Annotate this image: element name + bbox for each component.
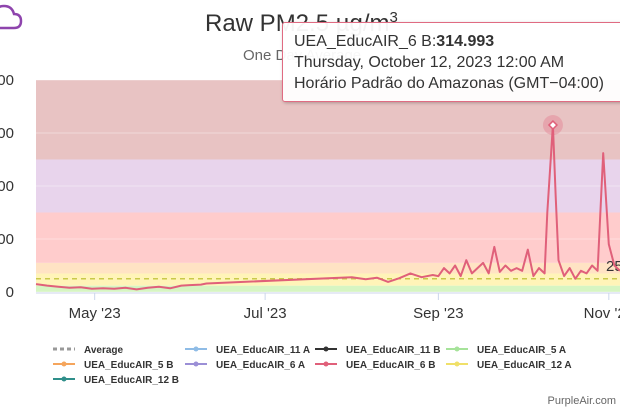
legend-item[interactable]: UEA_EducAIR_6 A xyxy=(185,360,305,371)
legend-marker xyxy=(193,346,199,352)
aqi-band-3 xyxy=(36,212,620,263)
aqi-band-1 xyxy=(36,273,620,286)
credit-link[interactable]: PurpleAir.com xyxy=(547,395,616,407)
y-tick-label: 200 xyxy=(0,178,14,195)
legend-label: UEA_EducAIR_12 B xyxy=(84,375,179,386)
legend-item[interactable]: UEA_EducAIR_11 B xyxy=(315,345,440,356)
x-tick-label: Jul '23 xyxy=(244,305,287,322)
legend: Average UEA_EducAIR_11 A UEA_EducAIR_11 B U… xyxy=(53,345,572,386)
legend-label: Average xyxy=(84,345,124,356)
legend-marker xyxy=(193,361,199,367)
y-tick-label: 100 xyxy=(0,231,14,248)
tooltip-series: UEA_EducAIR_6 B: xyxy=(294,33,437,50)
legend-marker xyxy=(61,376,67,382)
y-tick-label: 0 xyxy=(6,284,14,301)
legend-item[interactable]: UEA_EducAIR_12 A xyxy=(446,360,572,371)
aqi-band-4 xyxy=(36,159,620,213)
x-tick-label: May '23 xyxy=(69,305,121,322)
x-tick-label: Nov '23 xyxy=(584,305,620,322)
legend-label: UEA_EducAIR_5 A xyxy=(477,345,566,356)
legend-marker xyxy=(454,346,460,352)
aqi-band-0 xyxy=(36,285,620,292)
y-axis: 0 100 200 300 400 xyxy=(0,72,620,301)
threshold-label: 25 xyxy=(606,258,620,275)
legend-item[interactable]: UEA_EducAIR_11 A xyxy=(185,345,310,356)
legend-label: UEA_EducAIR_12 A xyxy=(477,360,572,371)
legend-item[interactable]: Average xyxy=(53,345,124,356)
legend-item[interactable]: UEA_EducAIR_5 B xyxy=(53,360,173,371)
y-tick-label: 300 xyxy=(0,125,14,142)
legend-marker xyxy=(454,361,460,367)
legend-label: UEA_EducAIR_11 B xyxy=(346,345,440,356)
y-tick-label: 400 xyxy=(0,72,14,89)
legend-item[interactable]: UEA_EducAIR_12 B xyxy=(53,375,179,386)
tooltip-timezone: Horário Padrão do Amazonas (GMT−04:00) xyxy=(294,75,604,92)
aqi-band-2 xyxy=(36,262,620,274)
cloud-icon[interactable] xyxy=(0,4,23,30)
legend-label: UEA_EducAIR_6 B xyxy=(346,360,435,371)
legend-label: UEA_EducAIR_5 B xyxy=(84,360,173,371)
tooltip-value: 314.993 xyxy=(436,33,495,50)
series-line-0[interactable] xyxy=(35,124,620,291)
legend-label: UEA_EducAIR_11 A xyxy=(216,345,310,356)
legend-marker xyxy=(61,361,67,367)
legend-item[interactable]: UEA_EducAIR_5 A xyxy=(446,345,566,356)
x-tick-label: Sep '23 xyxy=(413,305,463,322)
legend-marker xyxy=(323,346,329,352)
hover-marker[interactable] xyxy=(547,119,558,131)
x-axis: May '23 Jul '23 Sep '23 Nov '23 xyxy=(36,292,620,322)
legend-label: UEA_EducAIR_6 A xyxy=(216,360,305,371)
legend-item[interactable]: UEA_EducAIR_6 B xyxy=(315,360,435,371)
tooltip-date: Thursday, October 12, 2023 12:00 AM xyxy=(294,54,565,71)
series-lines xyxy=(35,115,620,291)
tooltip: UEA_EducAIR_6 B:314.993 Thursday, Octobe… xyxy=(282,22,620,102)
legend-marker xyxy=(323,361,329,367)
